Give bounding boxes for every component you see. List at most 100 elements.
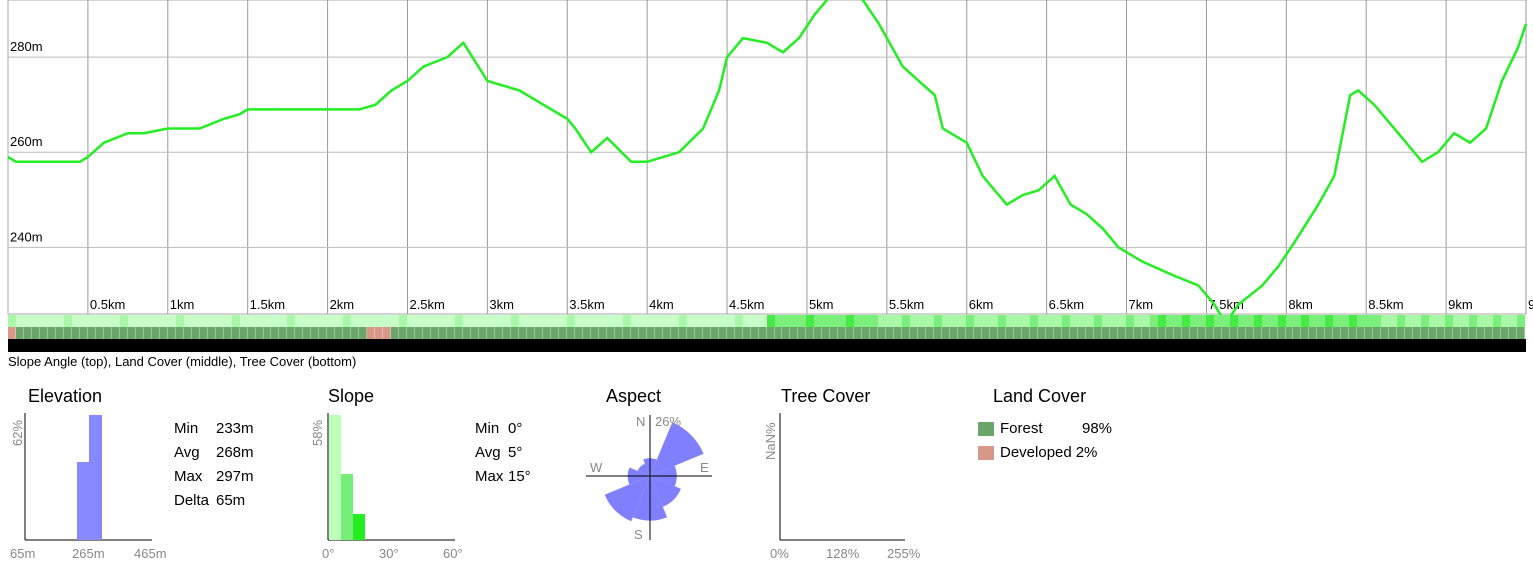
slope-bar-segment — [1397, 315, 1406, 327]
slope-bar-segment — [311, 315, 320, 327]
land-bar-segment — [1277, 327, 1286, 339]
slope-bar-segment — [758, 315, 767, 327]
slope-bar-segment — [1261, 315, 1270, 327]
slope-bar-segment — [662, 315, 671, 327]
land-bar-segment — [542, 327, 551, 339]
land-bar-segment — [1405, 327, 1414, 339]
slope-bar-segment — [574, 315, 583, 327]
land-bar-segment — [1006, 327, 1015, 339]
x-tick-label: 3.5km — [569, 297, 604, 312]
land-bar-segment — [495, 327, 504, 339]
slope-bar-segment — [1149, 315, 1158, 327]
slope-bar-segment — [47, 315, 56, 327]
land-bar-segment — [1205, 327, 1214, 339]
slope-bar-segment — [670, 315, 679, 327]
land-bar-segment — [327, 327, 336, 339]
bars-caption: Slope Angle (top), Land Cover (middle), … — [8, 354, 357, 369]
slope-bar-segment — [1006, 315, 1015, 327]
land-bar-segment — [223, 327, 232, 339]
land-bar-segment — [175, 327, 184, 339]
land-bar-segment — [894, 327, 903, 339]
land-bar-segment — [1141, 327, 1150, 339]
land-bar-segment — [886, 327, 895, 339]
aspect-e-label: E — [700, 460, 709, 475]
slope-bar-segment — [1165, 315, 1174, 327]
land-bar-segment — [934, 327, 943, 339]
land-bar-segment — [471, 327, 480, 339]
slope-bar-segment — [151, 315, 160, 327]
slope-bar-segment — [1429, 315, 1438, 327]
land-bar-segment — [606, 327, 615, 339]
land-bar-segment — [1381, 327, 1390, 339]
slope-bar-segment — [1022, 315, 1030, 327]
slope-bar-segment — [718, 315, 727, 327]
slope-bar-segment — [710, 315, 719, 327]
slope-bar-segment — [646, 315, 655, 327]
slope-bar-segment — [910, 315, 919, 327]
slope-bar-segment — [1157, 315, 1166, 327]
land-bar-segment — [758, 327, 767, 339]
land-bar-segment — [383, 327, 392, 339]
slope-bar-segment — [119, 315, 128, 327]
land-bar-segment — [942, 327, 951, 339]
slope-bar-segment — [742, 315, 751, 327]
land-bar-segment — [63, 327, 72, 339]
land-bar-segment — [862, 327, 871, 339]
slope-max-label: Max — [475, 468, 504, 485]
slope-bar-segment — [375, 315, 384, 327]
slope-bar-segment — [127, 315, 136, 327]
land-bar-segment — [335, 327, 344, 339]
slope-bar-segment — [39, 315, 48, 327]
slope-bar-segment — [798, 315, 807, 327]
land-bar-segment — [854, 327, 863, 339]
slope-bar-segment — [463, 315, 472, 327]
slope-bar-segment — [878, 315, 887, 327]
land-bar-segment — [662, 327, 671, 339]
slope-bar-segment — [1269, 315, 1278, 327]
land-bar-segment — [974, 327, 983, 339]
land-bar-segment — [455, 327, 464, 339]
slope-bar-segment — [447, 315, 456, 327]
slope-min-value: 0° — [508, 420, 523, 437]
x-tick-label: 2.5km — [409, 297, 444, 312]
land-bar-segment — [487, 327, 496, 339]
slope-bar-segment — [934, 315, 943, 327]
aspect-w-label: W — [590, 460, 603, 475]
slope-bar-segment — [1117, 315, 1126, 327]
slope-bar-segment — [686, 315, 695, 327]
slope-bar-segment — [966, 315, 975, 327]
land-bar-segment — [239, 327, 248, 339]
x-tick-label: 3km — [489, 297, 514, 312]
land-bar-segment — [678, 327, 687, 339]
land-bar-segment — [1022, 327, 1030, 339]
slope-bar-segment — [95, 315, 104, 327]
slope-bar-segment — [726, 315, 735, 327]
slope-bar-segment — [630, 315, 639, 327]
slope-bar-segment — [327, 315, 336, 327]
slope-bar-segment — [782, 315, 791, 327]
slope-bar-segment — [231, 315, 240, 327]
slope-bar-segment — [351, 315, 360, 327]
land-bar-segment — [806, 327, 815, 339]
land-bar-segment — [191, 327, 200, 339]
slope-bar-segment — [367, 315, 376, 327]
land-bar-segment — [167, 327, 176, 339]
slope-bar-segment — [1517, 315, 1526, 327]
slope-bar-segment — [1405, 315, 1414, 327]
slope-bar-segment — [503, 315, 512, 327]
slope-bar-segment — [1085, 315, 1094, 327]
slope-bar-segment — [854, 315, 863, 327]
land-bar-segment — [774, 327, 783, 339]
slope-bar-segment — [582, 315, 591, 327]
land-bar-segment — [1053, 327, 1062, 339]
slope-bar-segment — [774, 315, 783, 327]
slope-bar-segment — [167, 315, 176, 327]
slope-bar-segment — [990, 315, 999, 327]
land-bar-segment — [726, 327, 735, 339]
slope-bar-segment — [702, 315, 711, 327]
land-bar-segment — [55, 327, 64, 339]
land-bar-segment — [367, 327, 376, 339]
slope-bar-segment — [71, 315, 80, 327]
slope-bar-segment — [255, 315, 264, 327]
land-bar-segment — [463, 327, 472, 339]
